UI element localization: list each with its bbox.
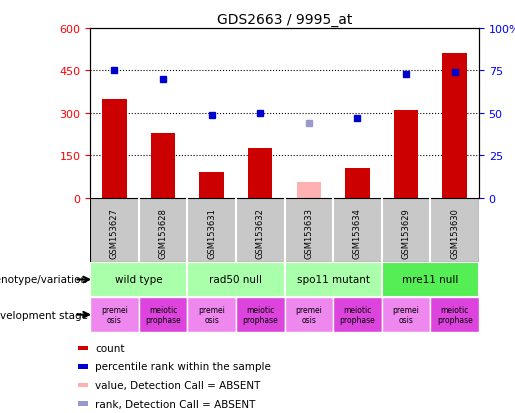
Text: rank, Detection Call = ABSENT: rank, Detection Call = ABSENT [95, 399, 255, 408]
Text: GSM153629: GSM153629 [402, 208, 410, 259]
Text: meiotic
prophase: meiotic prophase [243, 305, 278, 325]
Text: wild type: wild type [115, 275, 163, 285]
Bar [187, 297, 236, 332]
Text: premei
osis: premei osis [392, 305, 420, 325]
Bar [382, 297, 431, 332]
Bar [77, 346, 89, 350]
Text: count: count [95, 343, 125, 353]
Text: spo11 mutant: spo11 mutant [297, 275, 370, 285]
Bar [90, 198, 479, 262]
Text: genotype/variation: genotype/variation [0, 275, 88, 285]
Text: meiotic
prophase: meiotic prophase [437, 305, 473, 325]
Text: development stage: development stage [0, 310, 88, 320]
Text: GSM153630: GSM153630 [450, 208, 459, 259]
Text: GSM153634: GSM153634 [353, 208, 362, 259]
Text: meiotic
prophase: meiotic prophase [145, 305, 181, 325]
Bar [345, 169, 370, 198]
Text: GSM153632: GSM153632 [256, 208, 265, 259]
Text: GSM153631: GSM153631 [207, 208, 216, 259]
Bar [394, 111, 418, 198]
Title: GDS2663 / 9995_at: GDS2663 / 9995_at [217, 12, 352, 26]
Text: mre11 null: mre11 null [402, 275, 458, 285]
Bar [297, 183, 321, 198]
Text: rad50 null: rad50 null [210, 275, 263, 285]
Bar [199, 173, 224, 198]
Text: value, Detection Call = ABSENT: value, Detection Call = ABSENT [95, 380, 261, 390]
Bar [431, 297, 479, 332]
Bar [382, 262, 479, 297]
Bar [139, 297, 187, 332]
Bar [284, 262, 382, 297]
Text: meiotic
prophase: meiotic prophase [339, 305, 375, 325]
Text: premei
osis: premei osis [101, 305, 128, 325]
Bar [236, 297, 285, 332]
Bar [90, 262, 187, 297]
Bar [102, 100, 127, 198]
Text: premei
osis: premei osis [296, 305, 322, 325]
Bar [442, 54, 467, 198]
Text: percentile rank within the sample: percentile rank within the sample [95, 361, 271, 371]
Text: GSM153633: GSM153633 [304, 208, 313, 259]
Bar [77, 383, 89, 387]
Text: GSM153627: GSM153627 [110, 208, 119, 259]
Bar [333, 297, 382, 332]
Text: premei
osis: premei osis [198, 305, 225, 325]
Bar [187, 262, 284, 297]
Bar [77, 364, 89, 369]
Bar [90, 297, 139, 332]
Bar [248, 149, 272, 198]
Text: GSM153628: GSM153628 [159, 208, 167, 259]
Bar [151, 133, 175, 198]
Bar [77, 401, 89, 406]
Bar [284, 297, 333, 332]
